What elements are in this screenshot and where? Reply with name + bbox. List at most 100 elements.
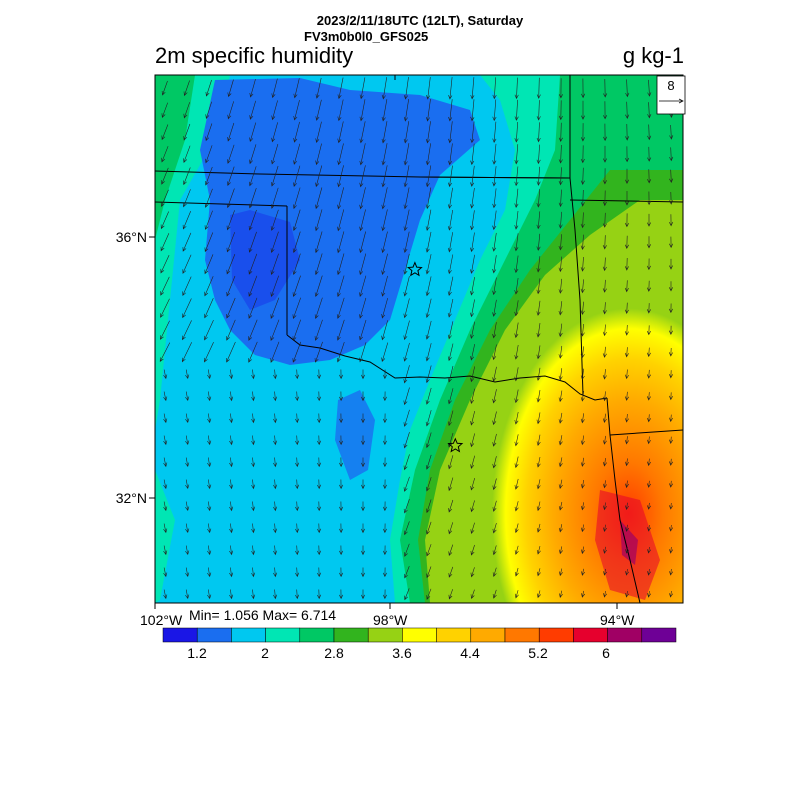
wind-vector-arrow xyxy=(403,298,410,319)
wind-vector-arrow xyxy=(292,341,302,363)
wind-vector-arrow xyxy=(361,391,365,402)
wind-vector-arrow xyxy=(205,101,212,119)
wind-vector-arrow xyxy=(337,209,345,232)
wind-vector-arrow xyxy=(251,501,256,512)
wind-vector-arrow xyxy=(558,189,563,208)
wind-vector-arrow xyxy=(185,435,190,446)
wind-vector-arrow xyxy=(425,298,432,318)
wind-vector-arrow xyxy=(403,187,410,210)
wind-vector-arrow xyxy=(205,123,213,142)
wind-vector-arrow xyxy=(448,77,453,100)
wind-vector-arrow xyxy=(382,369,387,380)
wind-vector-arrow xyxy=(205,145,213,164)
wind-vector-arrow xyxy=(403,77,409,100)
wind-vector-arrow xyxy=(669,414,673,423)
wind-vector-arrow xyxy=(514,545,519,555)
wind-vector-arrow xyxy=(249,79,256,98)
wind-vector-arrow xyxy=(492,232,497,252)
wind-vector-arrow xyxy=(163,501,168,512)
wind-vectors xyxy=(159,77,674,601)
wind-vector-arrow xyxy=(163,479,168,490)
wind-vector-arrow xyxy=(292,319,301,341)
wind-vector-arrow xyxy=(447,254,454,275)
wind-vector-arrow xyxy=(205,79,212,97)
wind-vector-arrow xyxy=(537,568,541,577)
wind-vector-arrow xyxy=(204,298,214,319)
wind-vector-arrow xyxy=(382,501,387,512)
wind-vector-arrow xyxy=(381,187,388,210)
wind-vector-arrow xyxy=(315,77,322,99)
wind-vector-arrow xyxy=(359,165,366,188)
wind-vector-arrow xyxy=(536,166,541,186)
wind-vector-arrow xyxy=(558,390,563,403)
wind-vector-arrow xyxy=(185,545,190,556)
wind-vector-arrow xyxy=(295,391,300,402)
wind-vector-arrow xyxy=(470,232,475,253)
wind-vector-arrow xyxy=(229,457,234,468)
wind-vector-arrow xyxy=(183,145,191,163)
star-icon xyxy=(406,261,423,277)
wind-vector-arrow xyxy=(647,414,651,423)
wind-vector-arrow xyxy=(207,523,212,534)
wind-vector-arrow xyxy=(470,411,475,426)
wind-vector-arrow xyxy=(381,209,388,232)
wind-vector-arrow xyxy=(185,479,190,490)
wind-vector-arrow xyxy=(580,323,585,337)
wind-vector-arrow xyxy=(337,275,345,298)
wind-vector-arrow xyxy=(251,391,256,402)
wind-vector-arrow xyxy=(382,391,387,402)
wind-vector-arrow xyxy=(403,99,409,122)
wind-vector-arrow xyxy=(625,79,630,98)
wind-vector-arrow xyxy=(448,165,453,188)
wind-vector-arrow xyxy=(581,78,586,99)
wind-vector-arrow xyxy=(580,346,585,359)
wind-vector-arrow xyxy=(668,281,673,292)
colorbar-swatch xyxy=(470,627,506,643)
wind-vector-arrow xyxy=(447,276,454,296)
colorbar-label: 5.2 xyxy=(528,645,548,661)
wind-vector-arrow xyxy=(229,369,234,380)
wind-vector-arrow xyxy=(470,500,475,513)
wind-vector-arrow xyxy=(514,166,519,187)
wind-vector-arrow xyxy=(295,479,300,490)
wind-vector-arrow xyxy=(204,254,214,275)
wind-vector-arrow xyxy=(183,167,191,186)
wind-vector-arrow xyxy=(646,280,651,292)
wind-vector-arrow xyxy=(470,299,475,318)
wind-vector-arrow xyxy=(248,188,257,209)
reference-vector-box: 8 xyxy=(656,75,686,115)
wind-vector-arrow xyxy=(251,523,256,534)
wind-vector-arrow xyxy=(182,232,192,252)
wind-vector-arrow xyxy=(558,501,563,511)
wind-vector-arrow xyxy=(361,523,365,534)
wind-vector-arrow xyxy=(229,391,234,402)
wind-vector-arrow xyxy=(248,319,258,341)
wind-vector-arrow xyxy=(492,77,497,100)
wind-vector-arrow xyxy=(337,165,344,188)
wind-vector-arrow xyxy=(580,301,585,315)
wind-vector-arrow xyxy=(317,523,322,534)
wind-vector-arrow xyxy=(293,100,300,121)
wind-vector-arrow xyxy=(160,233,170,252)
wind-vector-arrow xyxy=(183,80,190,97)
wind-vector-arrow xyxy=(647,590,652,598)
wind-vector-arrow xyxy=(669,236,674,249)
wind-vector-arrow xyxy=(226,253,236,275)
wind-vector-arrow xyxy=(161,124,169,141)
wind-vector-arrow xyxy=(603,590,608,598)
wind-vector-arrow xyxy=(160,276,170,296)
wind-vector-arrow xyxy=(317,369,322,380)
wind-vector-arrow xyxy=(646,236,651,249)
wind-vector-arrow xyxy=(403,121,410,144)
wind-vector-arrow xyxy=(558,122,563,142)
wind-vector-arrow xyxy=(647,102,652,119)
wind-vector-arrow xyxy=(336,297,345,319)
wind-vector-arrow xyxy=(249,100,256,120)
wind-vector-arrow xyxy=(251,545,256,556)
wind-vector-arrow xyxy=(514,255,519,274)
wind-vector-arrow xyxy=(339,457,344,468)
wind-vector-arrow xyxy=(514,344,519,360)
wind-vector-arrow xyxy=(602,168,607,185)
colorbar-label: 2 xyxy=(261,645,269,661)
wind-vector-arrow xyxy=(361,479,365,490)
